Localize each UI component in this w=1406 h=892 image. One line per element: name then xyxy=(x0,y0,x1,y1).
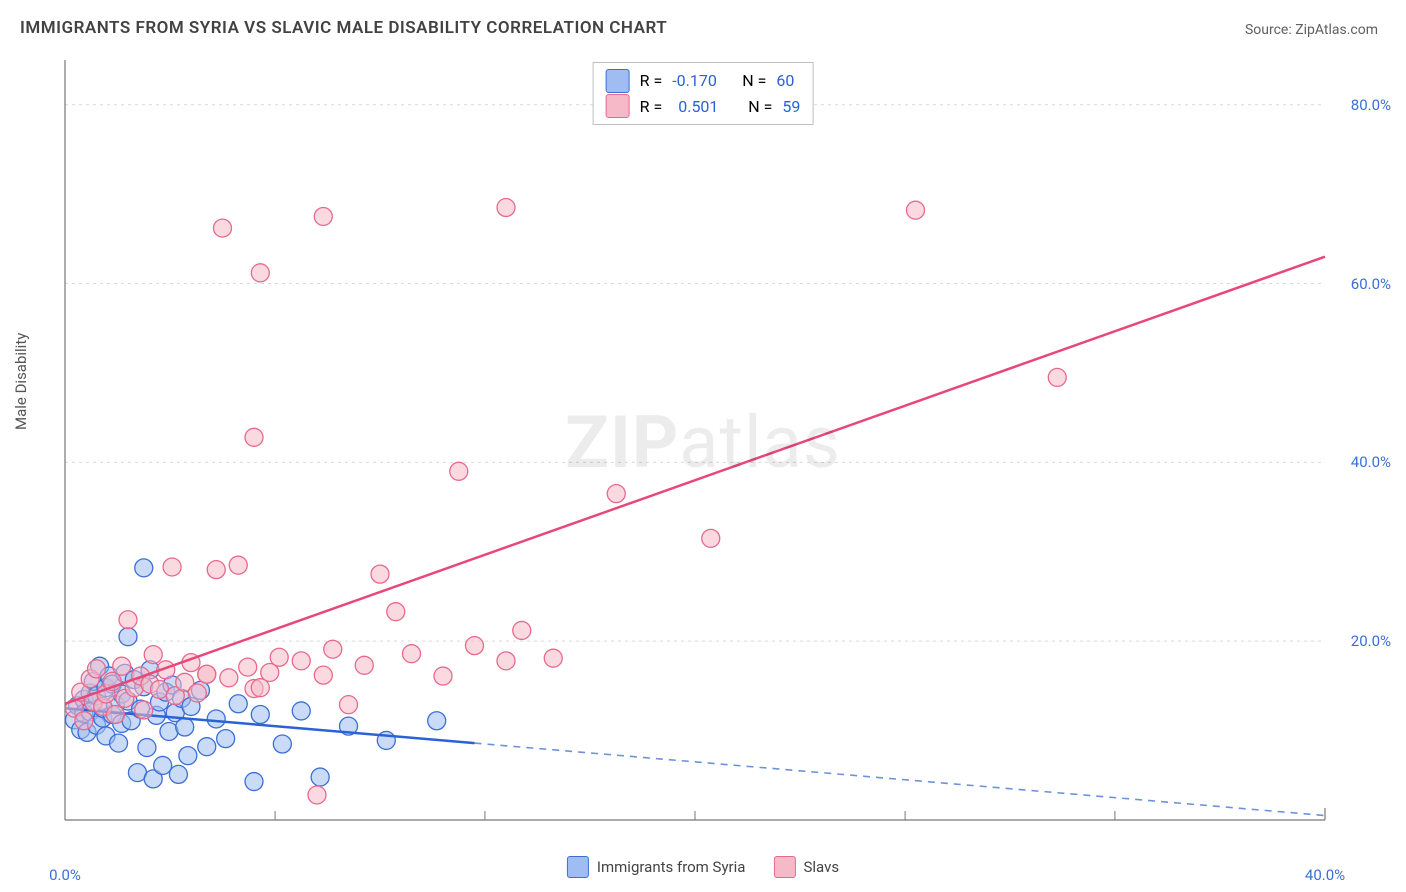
n-value-1: 60 xyxy=(776,68,794,94)
plot-area xyxy=(55,60,1335,830)
source-name: ZipAtlas.com xyxy=(1295,22,1378,38)
legend-swatch-2 xyxy=(773,856,795,878)
y-tick-label: 60.0% xyxy=(1351,275,1391,293)
legend-label-2: Slavs xyxy=(803,858,839,876)
chart-title: IMMIGRANTS FROM SYRIA VS SLAVIC MALE DIS… xyxy=(20,18,667,38)
y-tick-label: 80.0% xyxy=(1351,96,1391,114)
y-tick-label: 20.0% xyxy=(1351,632,1391,650)
chart-svg xyxy=(55,60,1335,830)
legend-item-1: Immigrants from Syria xyxy=(567,856,746,878)
correlation-legend: R = -0.170 N = 60 R = 0.501 N = 59 xyxy=(593,62,814,125)
r-label-1: R = xyxy=(640,68,663,94)
series-legend: Immigrants from Syria Slavs xyxy=(567,856,839,878)
n-label-1: N = xyxy=(742,68,766,94)
source-attribution: Source: ZipAtlas.com xyxy=(1245,22,1378,38)
swatch-series-2 xyxy=(606,94,630,118)
r-value-2: 0.501 xyxy=(672,94,738,120)
legend-label-1: Immigrants from Syria xyxy=(597,858,746,876)
x-tick-label: 0.0% xyxy=(49,866,81,884)
r-label-2: R = xyxy=(640,94,663,120)
correlation-row-2: R = 0.501 N = 59 xyxy=(606,94,801,120)
y-axis-label: Male Disability xyxy=(12,333,30,430)
n-label-2: N = xyxy=(748,94,772,120)
correlation-row-1: R = -0.170 N = 60 xyxy=(606,68,801,94)
legend-swatch-1 xyxy=(567,856,589,878)
legend-item-2: Slavs xyxy=(773,856,839,878)
x-tick-label: 40.0% xyxy=(1305,866,1345,884)
source-label: Source: xyxy=(1245,22,1292,38)
y-tick-label: 40.0% xyxy=(1351,453,1391,471)
n-value-2: 59 xyxy=(782,94,800,120)
r-value-1: -0.170 xyxy=(672,68,732,94)
swatch-series-1 xyxy=(606,69,630,93)
